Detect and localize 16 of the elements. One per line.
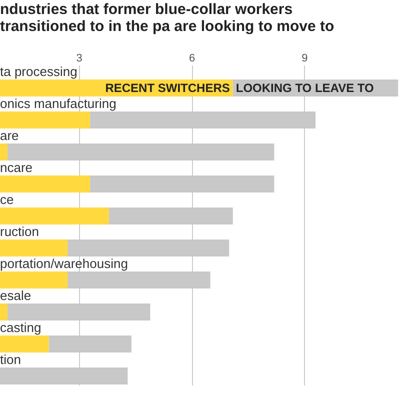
chart-title: ndustries that former blue-collar workers transitioned to in the pa are looking to move to (0, 1, 334, 35)
y-tick-label: ruction (0, 224, 40, 239)
y-tick-label: tion (0, 352, 21, 367)
y-tick-label: ce (0, 192, 14, 207)
y-tick-label: casting (0, 320, 42, 335)
x-tick-label: 9 (302, 52, 308, 64)
series-label: RECENT SWITCHERS (105, 81, 230, 95)
y-tick-label: are (0, 128, 19, 143)
x-tick-label: 3 (76, 52, 82, 64)
y-tick-label: ta processing (0, 64, 78, 79)
y-tick-label: esale (0, 288, 32, 303)
x-tick-label: 6 (188, 52, 196, 64)
y-tick-label: ncare (0, 160, 33, 175)
y-tick-label: onics manufacturing (0, 96, 116, 111)
y-tick-label: portation/warehousing (0, 256, 128, 271)
series-label: LOOKING TO LEAVE TO (236, 81, 374, 95)
